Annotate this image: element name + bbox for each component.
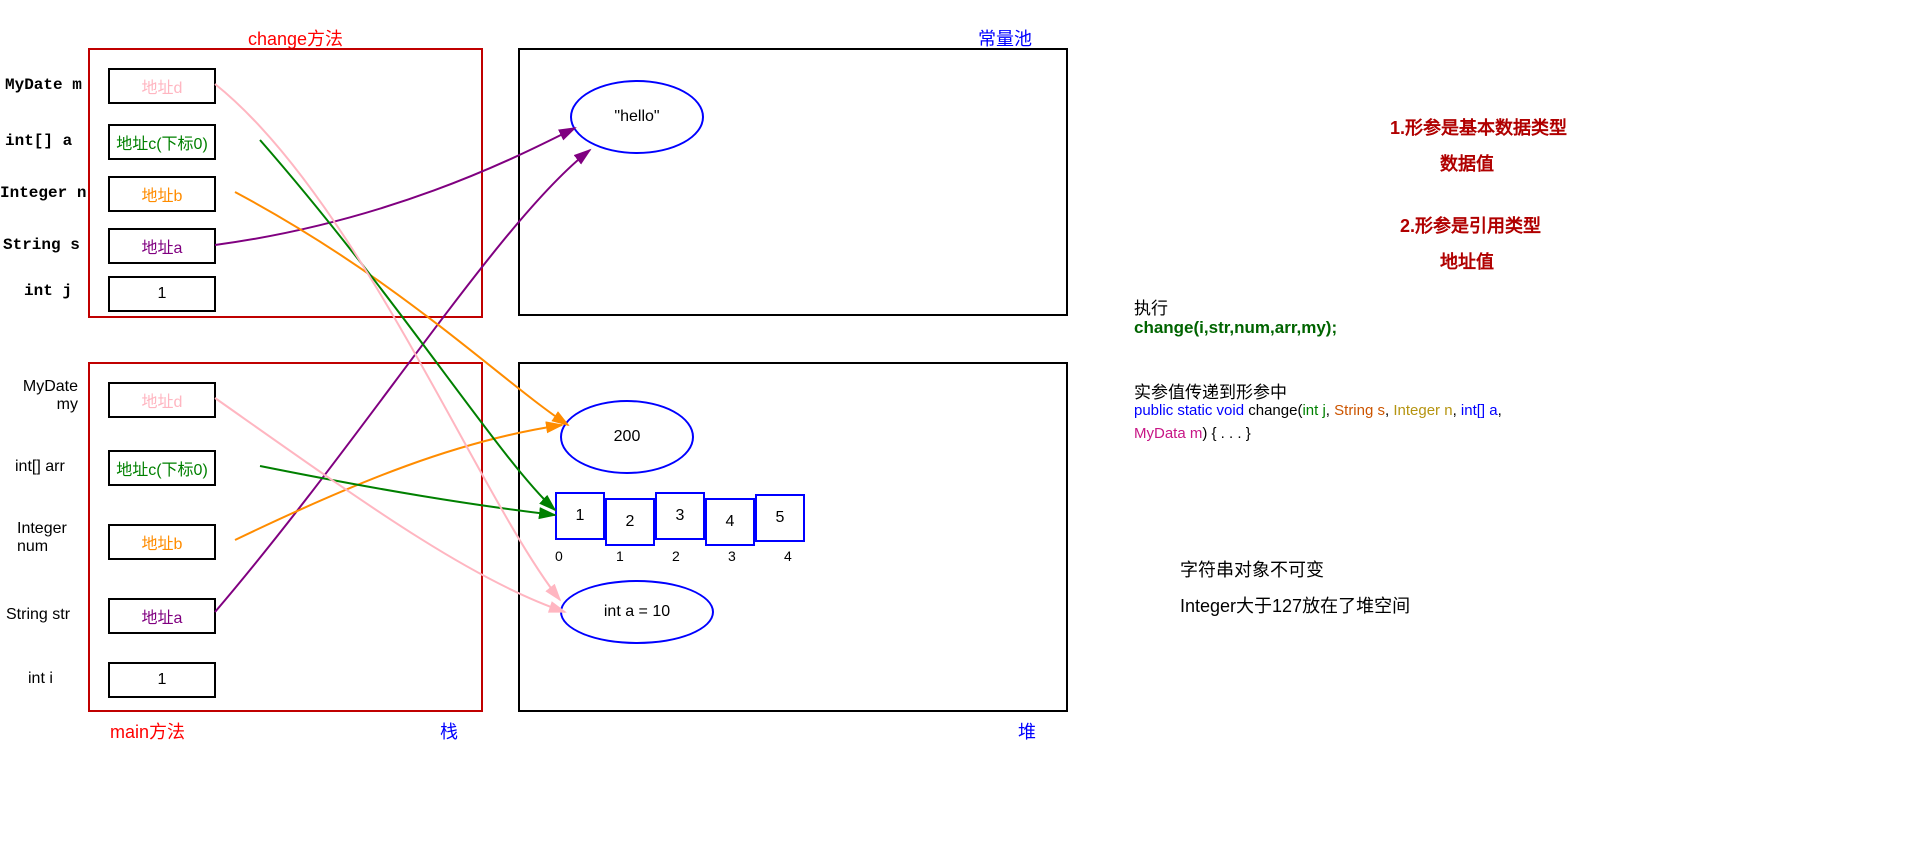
note-str-immutable: 字符串对象不可变 xyxy=(1180,556,1324,582)
array-idx-0: 0 xyxy=(555,548,563,564)
obj-200: 200 xyxy=(560,400,694,474)
slot-my: 地址d xyxy=(108,382,216,418)
array-cell-0: 1 xyxy=(555,492,605,540)
note-exec: 执行 xyxy=(1134,294,1168,319)
var-m: MyDate m xyxy=(5,76,82,94)
sig-suffix: ) { . . . } xyxy=(1202,425,1250,442)
var-str: String str xyxy=(6,606,70,624)
slot-arr: 地址c(下标0) xyxy=(108,450,216,486)
slot-str: 地址a xyxy=(108,598,216,634)
slot-m-value: 地址d xyxy=(142,74,183,98)
note-call: change(i,str,num,arr,my); xyxy=(1134,318,1337,338)
note-title1: 1.形参是基本数据类型 xyxy=(1390,114,1567,140)
array-cell-2-value: 3 xyxy=(676,507,685,525)
slot-s-value: 地址a xyxy=(142,234,183,258)
var-a: int[] a xyxy=(5,132,72,150)
slot-n: 地址b xyxy=(108,176,216,212)
array-cell-3: 4 xyxy=(705,498,755,546)
array-idx-1: 1 xyxy=(616,548,624,564)
var-arr: int[] arr xyxy=(15,458,65,476)
slot-num-value: 地址b xyxy=(142,530,183,554)
sig-name: change( xyxy=(1248,402,1302,419)
sig-p4: MyData m xyxy=(1134,425,1202,442)
note-sig: public static void change(int j, String … xyxy=(1134,400,1554,445)
obj-hello-text: "hello" xyxy=(614,108,659,126)
var-j: int j xyxy=(24,282,72,300)
slot-m: 地址d xyxy=(108,68,216,104)
note-title2: 2.形参是引用类型 xyxy=(1400,212,1541,238)
var-n: Integer n xyxy=(0,184,86,202)
array-idx-3: 3 xyxy=(728,548,736,564)
slot-j-value: 1 xyxy=(158,285,167,303)
obj-int-a-text: int a = 10 xyxy=(604,603,670,621)
slot-a-value: 地址c(下标0) xyxy=(116,130,208,154)
sig-p1: String s xyxy=(1334,402,1385,419)
var-s: String s xyxy=(3,236,80,254)
slot-n-value: 地址b xyxy=(142,182,183,206)
slot-arr-value: 地址c(下标0) xyxy=(116,456,208,480)
obj-200-text: 200 xyxy=(614,428,641,446)
array-cell-3-value: 4 xyxy=(726,513,735,531)
obj-int-a: int a = 10 xyxy=(560,580,714,644)
slot-i: 1 xyxy=(108,662,216,698)
var-my: MyDatemy xyxy=(8,378,78,414)
main-frame-label: main方法 xyxy=(110,718,185,744)
sig-p3: int[] a xyxy=(1461,402,1498,419)
heap-label: 堆 xyxy=(1018,718,1036,744)
slot-j: 1 xyxy=(108,276,216,312)
array-idx-4: 4 xyxy=(784,548,792,564)
slot-a: 地址c(下标0) xyxy=(108,124,216,160)
slot-i-value: 1 xyxy=(158,671,167,689)
var-i: int i xyxy=(28,670,53,688)
note-integer-heap: Integer大于127放在了堆空间 xyxy=(1180,592,1410,618)
slot-my-value: 地址d xyxy=(142,388,183,412)
slot-str-value: 地址a xyxy=(142,604,183,628)
slot-s: 地址a xyxy=(108,228,216,264)
sig-p2: Integer n xyxy=(1393,402,1452,419)
array-idx-2: 2 xyxy=(672,548,680,564)
array-cell-4: 5 xyxy=(755,494,805,542)
var-num: Integernum xyxy=(17,520,67,556)
note-title1b: 数据值 xyxy=(1440,150,1494,176)
slot-num: 地址b xyxy=(108,524,216,560)
array-cell-4-value: 5 xyxy=(776,509,785,527)
note-title2b: 地址值 xyxy=(1440,248,1494,274)
array-cell-2: 3 xyxy=(655,492,705,540)
stack-label: 栈 xyxy=(440,718,458,744)
obj-hello: "hello" xyxy=(570,80,704,154)
array-cell-0-value: 1 xyxy=(576,507,585,525)
array-cell-1: 2 xyxy=(605,498,655,546)
sig-p0: int j xyxy=(1302,402,1325,419)
sig-keywords: public static void xyxy=(1134,402,1244,419)
array-cell-1-value: 2 xyxy=(626,513,635,531)
